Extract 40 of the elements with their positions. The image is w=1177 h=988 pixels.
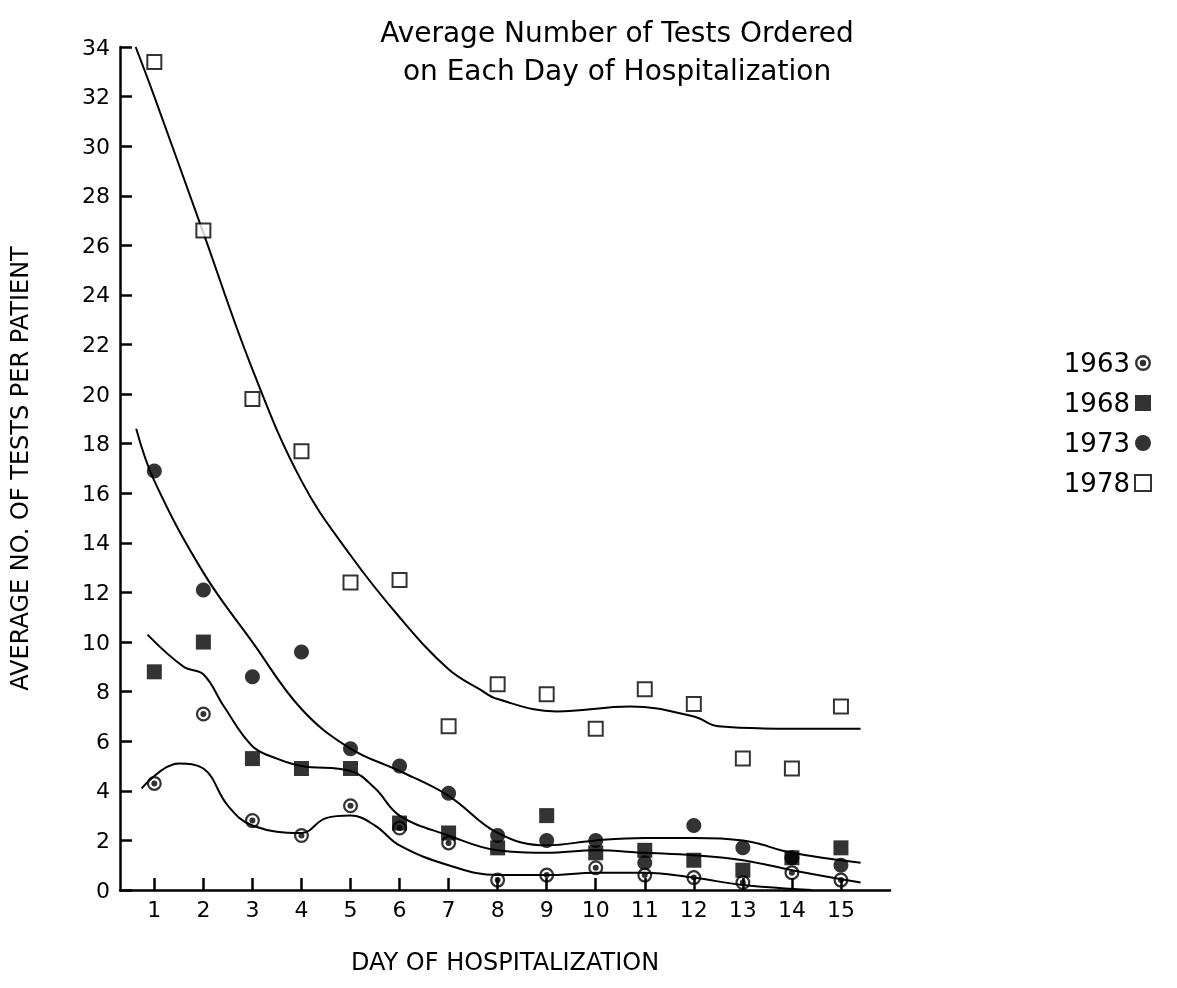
y-tick-label: 8 (96, 679, 110, 705)
x-tick-label: 3 (245, 896, 260, 922)
x-tick-label: 11 (630, 896, 659, 922)
y-tick-label: 12 (82, 579, 110, 605)
y-tick-label: 22 (82, 332, 110, 358)
y-axis-title: AVERAGE NO. OF TESTS PER PATIENT (6, 245, 34, 691)
y-tick-label: 4 (96, 778, 110, 804)
y-tick-label: 16 (82, 480, 110, 506)
y-tick-label: 20 (82, 381, 110, 407)
y-tick-label: 26 (82, 232, 110, 258)
legend-label: 1963 (1063, 348, 1130, 378)
y-tick-label: 2 (96, 827, 110, 853)
y-tick-label: 0 (96, 877, 110, 903)
y-tick-label: 28 (82, 183, 110, 209)
y-tick-label: 6 (96, 728, 110, 754)
legend-label: 1968 (1063, 388, 1130, 418)
x-tick-label: 7 (441, 896, 456, 922)
x-tick-label: 6 (392, 896, 407, 922)
y-tick-label: 14 (82, 530, 110, 556)
y-tick-label: 32 (82, 84, 110, 110)
x-tick-label: 1 (147, 896, 162, 922)
x-tick-label: 8 (490, 896, 505, 922)
legend-label: 1978 (1063, 468, 1130, 498)
x-tick-label: 5 (343, 896, 358, 922)
legend-label: 1973 (1063, 428, 1130, 458)
x-tick-label: 9 (539, 896, 554, 922)
y-tick-label: 18 (82, 431, 110, 457)
x-tick-label: 10 (581, 896, 610, 922)
y-tick-label: 10 (82, 629, 110, 655)
x-tick-label: 13 (728, 896, 757, 922)
y-tick-label: 30 (82, 133, 110, 159)
x-tick-label: 14 (777, 896, 806, 922)
y-tick-label: 24 (82, 282, 110, 308)
x-tick-label: 12 (679, 896, 708, 922)
x-tick-label: 15 (826, 896, 855, 922)
x-tick-label: 4 (294, 896, 309, 922)
y-tick-label: 34 (82, 34, 110, 60)
x-tick-label: 2 (196, 896, 211, 922)
chart-title: Average Number of Tests Ordered on Each Day of Hospitalization (380, 15, 854, 87)
x-axis-title: DAY OF HOSPITALIZATION (350, 948, 660, 976)
